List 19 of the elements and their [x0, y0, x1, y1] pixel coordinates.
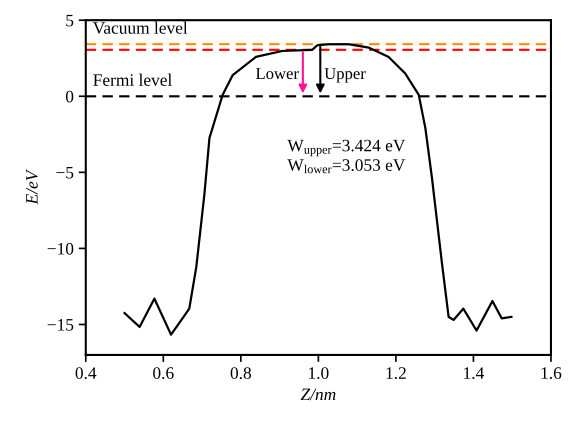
x-tick-label: 1.0: [309, 367, 329, 379]
y-axis-title: E/eV: [26, 169, 38, 205]
annotation: Lower: [256, 68, 299, 80]
x-tick-label: 1.4: [464, 367, 484, 379]
x-tick-label: 1.6: [542, 367, 562, 379]
ref-line-label: Vacuum level: [92, 22, 188, 34]
y-tick-label: 5: [66, 14, 74, 26]
y-tick-label: −15: [48, 319, 74, 331]
y-tick-label: −5: [56, 166, 74, 179]
ref-line-label: Fermi level: [93, 74, 172, 86]
x-tick-label: 1.2: [386, 367, 406, 379]
y-tick-label: 0: [66, 90, 74, 102]
annotation: Upper: [324, 68, 366, 83]
y-tick-label: −10: [48, 242, 74, 255]
x-tick-label: 0.6: [153, 367, 174, 379]
x-tick-label: 0.4: [76, 367, 96, 379]
x-tick-label: 0.8: [230, 367, 252, 379]
text: W$_{upper}$=3.424 eV W$_{lower}$=3.053 eV: [287, 140, 406, 174]
x-axis-title: Z/nm: [300, 388, 336, 400]
